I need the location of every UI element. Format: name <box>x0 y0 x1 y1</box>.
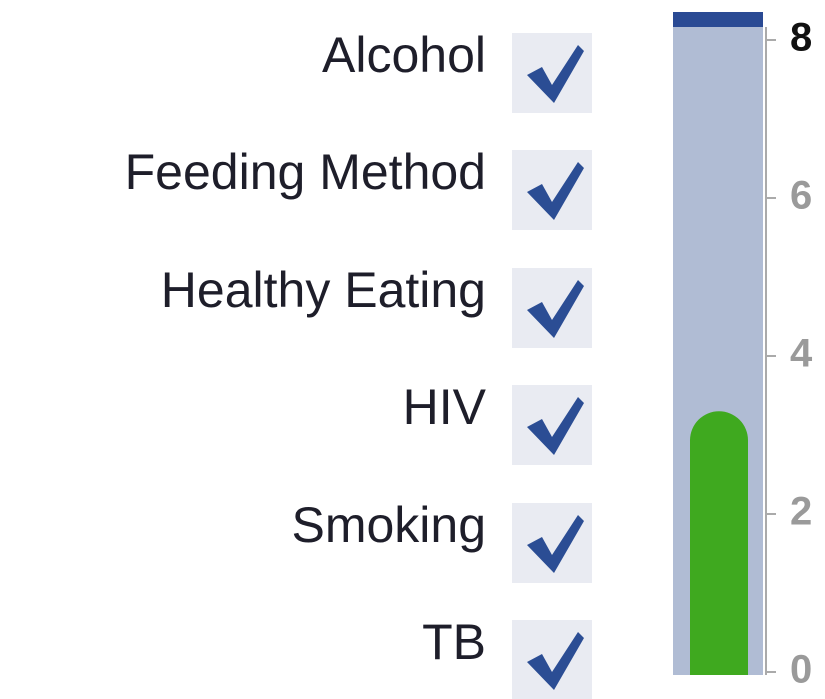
checkbox[interactable] <box>512 268 592 348</box>
tick-label: 4 <box>790 332 813 376</box>
tick-label: 8 <box>790 16 812 60</box>
checkbox[interactable] <box>512 503 592 583</box>
checkbox[interactable] <box>512 385 592 465</box>
tick-label: 6 <box>790 174 812 218</box>
tick-label: 2 <box>790 490 812 534</box>
gauge-fill <box>690 411 748 675</box>
item-label: TB <box>422 614 486 670</box>
gauge-target <box>673 12 763 27</box>
checkbox[interactable] <box>512 150 592 230</box>
checkmark <box>527 162 584 220</box>
checkbox[interactable] <box>512 33 592 113</box>
checkmark <box>527 632 584 690</box>
checkmark <box>527 515 584 573</box>
checkmark <box>527 280 584 338</box>
checkmark <box>527 45 584 103</box>
item-label: HIV <box>403 379 487 435</box>
item-label: Alcohol <box>322 27 486 83</box>
tick-label: 0 <box>790 648 812 692</box>
item-label: Feeding Method <box>125 144 486 200</box>
item-label: Smoking <box>291 497 486 553</box>
item-label: Healthy Eating <box>161 262 486 318</box>
checkmark <box>527 397 584 455</box>
